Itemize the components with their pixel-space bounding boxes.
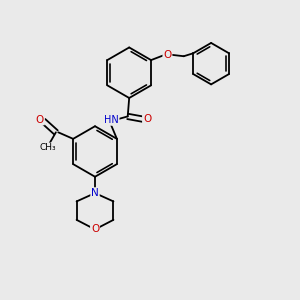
Text: CH₃: CH₃ — [39, 143, 56, 152]
Text: O: O — [143, 114, 151, 124]
Text: O: O — [36, 115, 44, 124]
Text: HN: HN — [104, 115, 119, 125]
Text: O: O — [163, 50, 172, 60]
Text: N: N — [91, 188, 99, 198]
Text: O: O — [91, 224, 99, 234]
